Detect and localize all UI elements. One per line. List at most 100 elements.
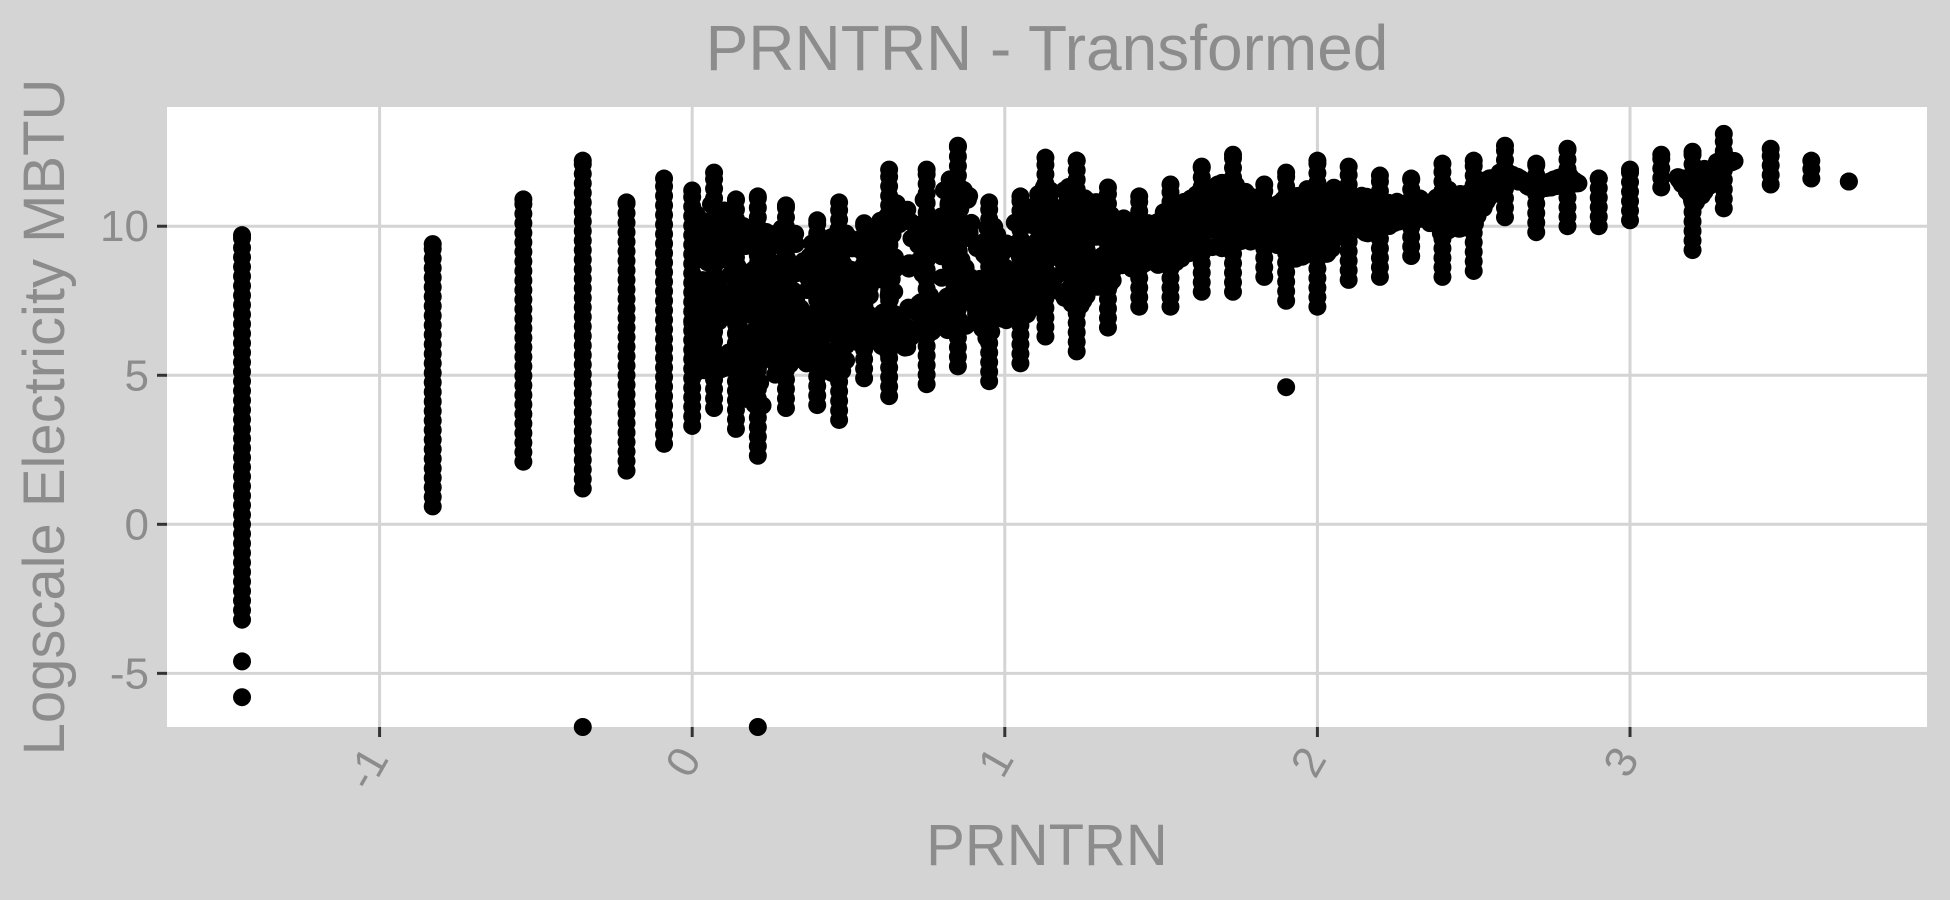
data-point [1433,154,1452,173]
data-point [1839,172,1858,191]
data-point [728,321,747,340]
data-point [1277,378,1296,397]
data-point [739,274,758,293]
data-point [1088,194,1107,213]
data-point [778,249,797,268]
data-point [916,264,935,283]
data-point [927,212,946,231]
data-point [514,190,533,209]
data-point [1465,214,1484,233]
data-point [1652,145,1671,164]
data-point [1177,202,1196,221]
data-point [855,297,874,316]
data-point [1161,175,1180,194]
data-point [885,260,904,279]
data-point [705,163,724,182]
data-point [936,302,955,321]
data-point [1345,189,1364,208]
data-point [1203,238,1222,257]
data-point [1130,187,1149,206]
data-point [1471,182,1490,201]
data-point [1209,176,1228,195]
data-point [787,289,806,308]
data-point [1717,154,1736,173]
data-point [962,274,981,293]
data-point [1011,187,1030,206]
data-point [1313,237,1332,256]
data-point [748,187,767,206]
data-point [1074,291,1093,310]
data-point [734,217,753,236]
data-point [925,242,944,261]
x-axis-title: PRNTRN [926,813,1168,878]
data-point [1541,174,1560,193]
data-point [1074,214,1093,233]
data-point [1194,222,1213,241]
data-point [573,718,592,736]
data-point [751,316,770,335]
data-point [1714,124,1733,143]
data-point [233,688,252,707]
data-point [726,190,745,209]
data-point [1224,145,1243,164]
data-point [861,268,880,287]
data-point [1237,208,1256,227]
data-point [984,229,1003,248]
data-points [233,124,1858,736]
data-point [1569,174,1588,193]
data-point [777,354,796,373]
data-point [932,268,951,287]
data-point [1439,190,1458,209]
data-point [887,207,906,226]
data-point [1142,238,1161,257]
data-point [753,250,772,269]
data-point [711,360,730,379]
data-point [1233,225,1252,244]
data-point [810,266,829,285]
data-point [1450,219,1469,238]
data-point [1043,281,1062,300]
data-point [914,190,933,209]
data-point [967,304,986,323]
data-point [1402,169,1421,188]
data-point [1015,290,1034,309]
data-point [1683,142,1702,161]
data-point [748,718,767,736]
data-point [1010,267,1029,286]
data-point [726,298,745,317]
data-point [786,235,805,254]
data-point [233,226,252,245]
data-point [1558,139,1577,158]
data-point [617,193,636,212]
y-tick-label: 5 [125,351,149,400]
data-point [712,294,731,313]
data-point [1192,157,1211,176]
data-point [1036,148,1055,167]
data-point [711,211,730,230]
data-point [1028,208,1047,227]
data-point [1000,282,1019,301]
data-point [884,313,903,332]
data-point [655,169,674,188]
data-point [1103,263,1122,282]
data-point [835,314,854,333]
y-tick-label: 0 [125,500,149,549]
data-point [758,278,777,297]
data-point [1176,242,1195,261]
data-point [1236,192,1255,211]
data-point [940,170,959,189]
data-point [997,311,1016,330]
data-point [1370,166,1389,185]
data-point [1257,203,1276,222]
data-point [820,291,839,310]
data-point [1255,175,1274,194]
data-point [951,313,970,332]
data-point [710,237,729,256]
data-point [1055,181,1074,200]
data-point [1761,139,1780,158]
data-point [811,333,830,352]
data-point [685,205,704,224]
data-point [233,652,252,671]
data-point [902,229,921,248]
